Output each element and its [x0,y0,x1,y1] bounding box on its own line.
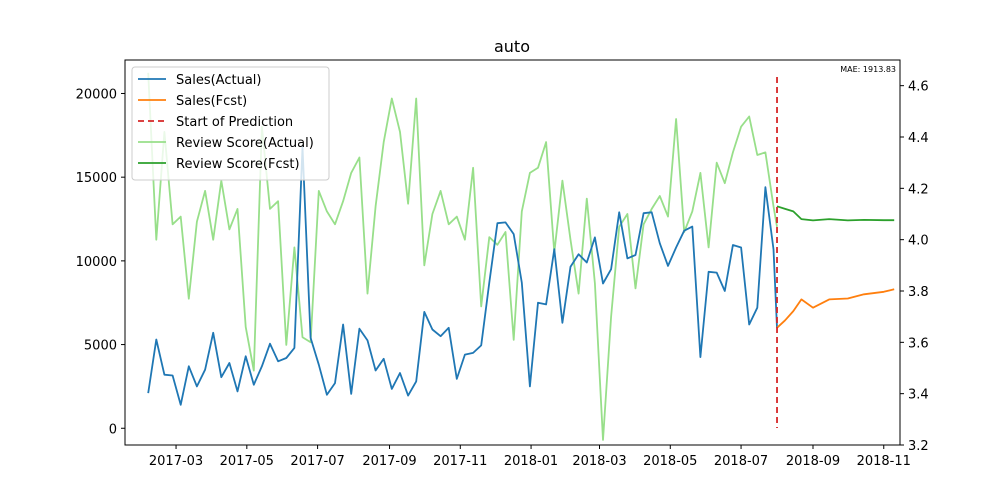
y-right-tick-label: 4.0 [908,234,929,249]
y-right-tick-label: 3.4 [908,388,929,403]
x-tick-label: 2018-05 [643,454,697,469]
y-left-tick-label: 0 [109,422,117,437]
y-right-tick-label: 3.6 [908,336,929,351]
x-tick-label: 2017-03 [149,454,203,469]
y-right-tick-label: 3.8 [908,285,929,300]
y-right-tick-label: 3.2 [908,439,929,454]
legend-label: Sales(Fcst) [176,94,247,109]
series-line-review-score-fcst [776,205,895,222]
legend-box [131,66,330,181]
legend-label: Start of Prediction [176,115,293,130]
legend-label: Review Score(Actual) [176,136,314,151]
x-tick-label: 2017-09 [362,454,416,469]
y-right-tick-label: 4.6 [908,80,929,95]
y-right-tick-label: 4.2 [908,182,929,197]
x-axis: 2017-03 2017-05 2017-07 2017-09 2017-11 2018-… [149,445,911,469]
x-tick-label: 2017-07 [290,454,344,469]
x-tick-label: 2018-09 [786,454,840,469]
mae-annotation: MAE: 1913.83 [840,65,896,74]
y-left-tick-label: 20000 [76,87,117,102]
x-tick-label: 2018-07 [714,454,768,469]
y-left-tick-label: 15000 [76,171,117,186]
y-axis-left: 0 5000 10000 15000 20000 [76,87,125,437]
series-line-sales-fcst [776,288,895,329]
axes-frame [124,59,901,446]
legend: Sales(Actual) Sales(Fcst) Start of Predict… [131,66,330,181]
y-axis-right: 3.2 3.4 3.6 3.8 4.0 4.2 4.4 4.6 [900,80,929,454]
x-tick-label: 2018-03 [572,454,626,469]
series-line-sales-actual [147,146,778,406]
legend-label: Sales(Actual) [176,73,261,88]
legend-label: Review Score(Fcst) [176,157,300,172]
chart-title: auto [494,37,530,56]
x-tick-label: 2017-05 [220,454,274,469]
y-right-tick-label: 4.4 [908,131,929,146]
y-left-tick-label: 5000 [84,339,117,354]
plot-area [147,72,895,441]
x-tick-label: 2018-01 [504,454,558,469]
y-left-tick-label: 10000 [76,255,117,270]
x-tick-label: 2018-11 [857,454,911,469]
x-tick-label: 2017-11 [433,454,487,469]
series-line-review-score-actual [147,72,778,441]
